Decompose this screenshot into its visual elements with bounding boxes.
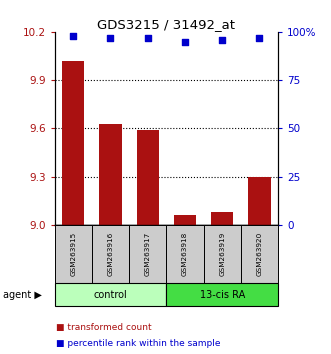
Bar	[248, 177, 270, 225]
Text: GSM263915: GSM263915	[70, 232, 76, 276]
Point	[108, 35, 113, 40]
Bar	[92, 225, 129, 283]
Bar	[55, 225, 92, 283]
Text: GSM263916: GSM263916	[108, 232, 114, 276]
Point	[257, 35, 262, 40]
Text: control: control	[94, 290, 127, 300]
Text: GSM263920: GSM263920	[257, 232, 262, 276]
Bar	[241, 225, 278, 283]
Text: ■ transformed count: ■ transformed count	[56, 323, 152, 332]
Bar	[166, 225, 204, 283]
Text: GSM263917: GSM263917	[145, 232, 151, 276]
Bar	[55, 283, 166, 306]
Text: GSM263918: GSM263918	[182, 232, 188, 276]
Point	[71, 33, 76, 39]
Text: 13-cis RA: 13-cis RA	[200, 290, 245, 300]
Point	[182, 39, 188, 44]
Point	[145, 35, 150, 40]
Bar	[62, 61, 84, 225]
Bar	[174, 215, 196, 225]
Bar	[129, 225, 166, 283]
Text: ■ percentile rank within the sample: ■ percentile rank within the sample	[56, 339, 221, 348]
Title: GDS3215 / 31492_at: GDS3215 / 31492_at	[97, 18, 235, 31]
Text: agent ▶: agent ▶	[3, 290, 42, 300]
Bar	[99, 124, 121, 225]
Bar	[166, 283, 278, 306]
Text: GSM263919: GSM263919	[219, 232, 225, 276]
Point	[219, 37, 225, 42]
Bar	[211, 212, 233, 225]
Bar	[136, 130, 159, 225]
Bar	[204, 225, 241, 283]
